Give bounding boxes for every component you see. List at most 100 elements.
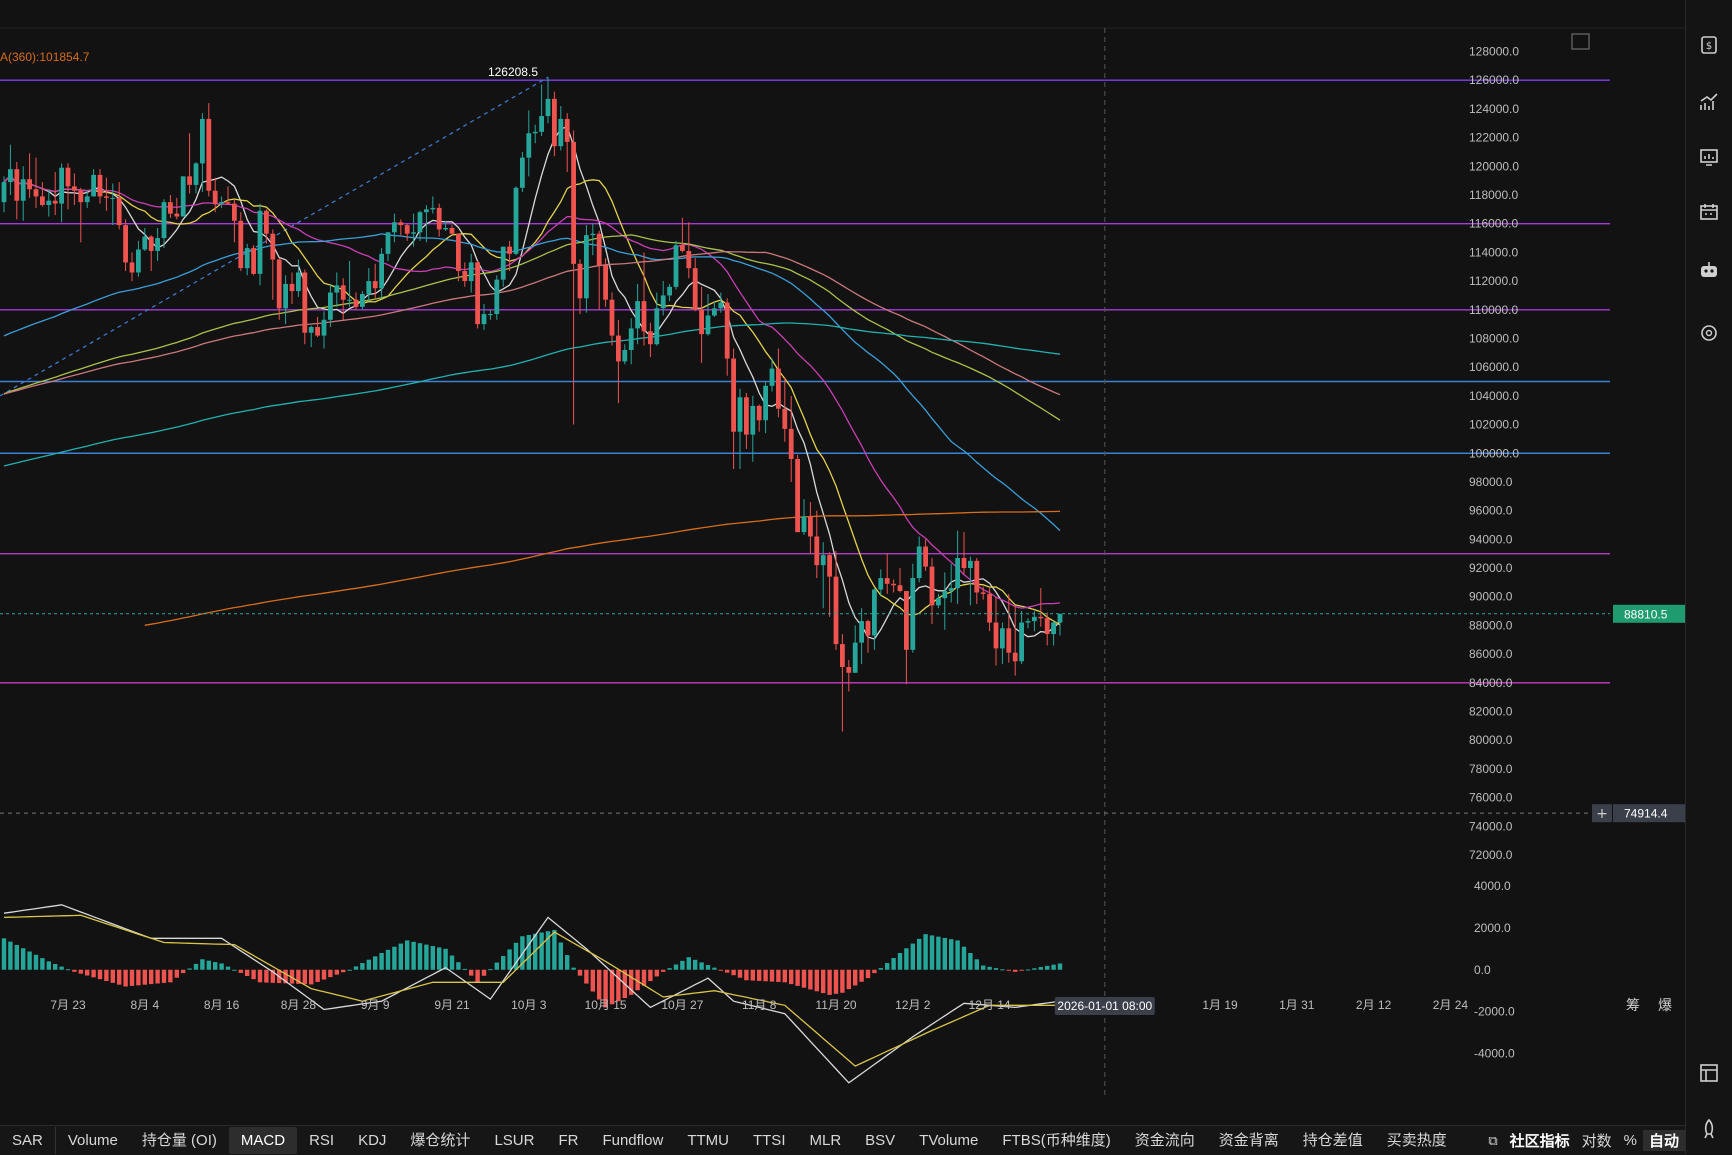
candle-body: [1006, 628, 1012, 653]
macd-hist-bar: [961, 946, 967, 970]
candle-body: [1, 182, 7, 203]
x-tick-label: 8月 28: [281, 998, 317, 1012]
tab-6[interactable]: LSUR: [494, 1132, 535, 1149]
cursor-date-label: 2026-01-01 08:00: [1057, 999, 1152, 1013]
tab-17[interactable]: 持仓差值: [1302, 1132, 1363, 1149]
candle: [801, 499, 807, 536]
candle-body: [744, 397, 749, 435]
x-tick-label: 9月 21: [434, 998, 470, 1012]
community-indicator-button[interactable]: 社区指标: [1509, 1133, 1570, 1150]
tab-7[interactable]: FR: [558, 1132, 579, 1149]
tab-14[interactable]: FTBS(币种维度): [1002, 1132, 1111, 1149]
tab-0[interactable]: Volume: [67, 1132, 118, 1149]
candle: [52, 172, 58, 216]
candle-body: [737, 397, 743, 432]
price-tick-label: 116000.0: [1469, 217, 1518, 231]
auto-scale-toggle[interactable]: 自动: [1642, 1130, 1685, 1151]
candle-body: [264, 210, 269, 234]
tab-12[interactable]: BSV: [865, 1132, 896, 1149]
macd-hist-bar: [648, 969, 653, 982]
candle-body: [289, 283, 295, 292]
candle: [987, 588, 992, 632]
crosshair-price-label: 74914.4: [1624, 807, 1668, 821]
tab-11[interactable]: MLR: [809, 1132, 842, 1149]
candle: [417, 210, 423, 241]
tab-1[interactable]: 持仓量 (OI): [141, 1132, 217, 1149]
macd-hist-bar: [597, 969, 602, 1000]
candle: [264, 209, 269, 244]
candle: [526, 110, 532, 177]
macd-hist-bar: [878, 968, 883, 970]
macd-hist-bar: [942, 937, 947, 970]
candle: [590, 223, 596, 256]
tab-10[interactable]: TTSI: [752, 1132, 786, 1149]
macd-hist-bar: [680, 960, 685, 970]
tab-15[interactable]: 资金流向: [1134, 1132, 1195, 1149]
candle: [123, 219, 128, 272]
tab-18[interactable]: 买卖热度: [1386, 1132, 1447, 1149]
trend-line-icon[interactable]: [1698, 91, 1720, 113]
price-tick-label: 88000.0: [1469, 618, 1513, 632]
candle-body: [296, 272, 301, 292]
candle: [302, 269, 308, 345]
macd-hist-bar: [616, 969, 621, 1002]
candle: [8, 144, 13, 195]
candle: [289, 272, 295, 305]
macd-hist-bar: [1038, 967, 1043, 970]
price-tick-label: 106000.0: [1469, 360, 1519, 374]
candle: [20, 166, 26, 221]
rocket-icon[interactable]: [1698, 1118, 1720, 1140]
log-scale-toggle[interactable]: 对数: [1581, 1133, 1612, 1150]
calendar-grid-icon[interactable]: [1698, 201, 1720, 223]
tab-13[interactable]: TVolume: [919, 1132, 979, 1149]
macd-hist-bar: [513, 942, 519, 970]
settings-ring-icon[interactable]: [1698, 322, 1720, 344]
candle-body: [46, 200, 52, 206]
tab-8[interactable]: Fundflow: [602, 1132, 664, 1149]
candle-body: [392, 222, 397, 233]
candle-body: [494, 279, 500, 315]
price-tick-label: 90000.0: [1469, 590, 1513, 604]
macd-hist-bar: [552, 929, 557, 970]
macd-hist-bar: [1000, 969, 1005, 971]
candle: [577, 259, 583, 315]
macd-hist-bar: [475, 969, 480, 983]
candle: [315, 316, 320, 338]
macd-hist-bar: [385, 949, 391, 970]
tab-3[interactable]: RSI: [309, 1132, 335, 1149]
monitor-chart-icon[interactable]: [1698, 146, 1720, 168]
candle-body: [532, 131, 538, 134]
tab-9[interactable]: TTMU: [687, 1132, 729, 1149]
layout-panels-icon[interactable]: [1698, 1062, 1720, 1084]
candle-body: [27, 179, 32, 190]
macd-hist-bar: [1019, 969, 1024, 971]
candle: [840, 634, 845, 732]
candle: [1006, 593, 1012, 663]
tab-16[interactable]: 资金背离: [1218, 1132, 1279, 1149]
tab-5[interactable]: 爆仓统计: [410, 1132, 471, 1149]
macd-hist-bar: [488, 969, 493, 971]
candle: [116, 182, 122, 230]
percent-scale-toggle[interactable]: %: [1623, 1132, 1637, 1149]
macd-hist-bar: [161, 969, 167, 983]
external-link-icon[interactable]: ⧉: [1488, 1132, 1498, 1148]
candle: [1038, 588, 1044, 627]
robot-icon[interactable]: [1698, 259, 1720, 281]
candle: [110, 183, 116, 226]
candle-body: [955, 557, 960, 589]
candle-body: [827, 555, 832, 577]
tab-2[interactable]: MACD: [228, 1127, 298, 1154]
candle-body: [1025, 621, 1031, 623]
candle: [411, 213, 416, 247]
tab-4[interactable]: KDJ: [358, 1132, 387, 1149]
candle: [372, 263, 378, 299]
x-tick-label: 2月 24: [1433, 998, 1469, 1012]
x-tick-label: 12月 2: [895, 998, 931, 1012]
macd-hist-bar: [571, 967, 576, 970]
candle-body: [417, 212, 423, 233]
candle: [430, 196, 436, 214]
macd-hist-bar: [334, 969, 339, 975]
tab-sar[interactable]: SAR: [0, 1127, 56, 1154]
dollar-chip-icon[interactable]: $: [1698, 34, 1720, 56]
